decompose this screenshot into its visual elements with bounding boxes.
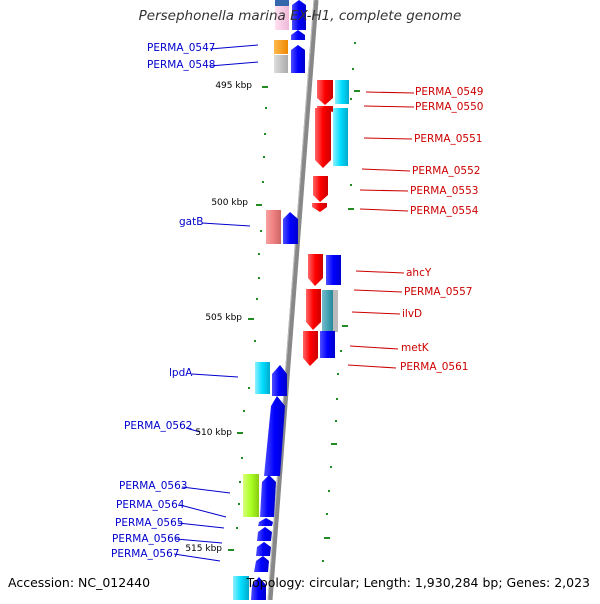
gene-perma-0551-arrow bbox=[315, 108, 331, 168]
genome-summary-text: Topology: circular; Length: 1,930,284 bp… bbox=[246, 575, 590, 590]
gene-perma-0551-box bbox=[333, 108, 348, 166]
gc-ticks bbox=[228, 42, 360, 562]
gene-ahcy-arrow bbox=[308, 254, 323, 286]
gene-bottom-box bbox=[233, 576, 249, 600]
gene-label-perma-0564[interactable]: PERMA_0564 bbox=[116, 499, 185, 511]
gene-perma-0566-arrow bbox=[256, 542, 271, 556]
kbp-tick-label: 505 kbp bbox=[205, 313, 242, 323]
kbp-tick-label: 515 kbp bbox=[185, 544, 222, 554]
gene-label-perma-0549[interactable]: PERMA_0549 bbox=[415, 86, 484, 98]
gene-label-perma-0550[interactable]: PERMA_0550 bbox=[415, 101, 484, 113]
gene-perma-0547-box bbox=[274, 40, 288, 54]
genome-backbone bbox=[267, 0, 319, 601]
gene-label-perma-0557[interactable]: PERMA_0557 bbox=[404, 286, 473, 298]
gene-perma-0553-arrow bbox=[313, 176, 328, 202]
gene-label-perma-0553[interactable]: PERMA_0553 bbox=[410, 185, 479, 197]
gene-label-lpda[interactable]: lpdA bbox=[169, 367, 193, 379]
gene-label-perma-0562[interactable]: PERMA_0562 bbox=[124, 420, 193, 432]
gene-perma-0548-box bbox=[274, 55, 288, 73]
gene-label-perma-0565[interactable]: PERMA_0565 bbox=[115, 517, 184, 529]
gene-ahcy-box bbox=[326, 255, 341, 285]
gene-label-perma-0554[interactable]: PERMA_0554 bbox=[410, 205, 479, 217]
forward-strand-genes bbox=[233, 0, 306, 600]
gene-gatb-box bbox=[266, 210, 281, 244]
gene-perma-0567-arrow bbox=[254, 556, 269, 572]
gene-top-arrow bbox=[292, 0, 306, 30]
gene-perma-0563-box bbox=[243, 474, 259, 517]
gene-label-ilvd[interactable]: ilvD bbox=[402, 308, 423, 320]
gene-metk-arrow bbox=[303, 331, 318, 366]
gene-top-box bbox=[275, 0, 289, 30]
gene-bottom-arrow bbox=[251, 577, 266, 600]
gene-label-perma-0567[interactable]: PERMA_0567 bbox=[111, 548, 180, 560]
gene-lpda-box bbox=[255, 362, 270, 394]
accession-text: Accession: NC_012440 bbox=[8, 575, 151, 590]
genome-title: Persephonella marina EX-H1, complete gen… bbox=[138, 8, 462, 24]
gene-label-perma-0548[interactable]: PERMA_0548 bbox=[147, 59, 216, 71]
gene-label-perma-0563[interactable]: PERMA_0563 bbox=[119, 480, 188, 492]
gene-label-perma-0547[interactable]: PERMA_0547 bbox=[147, 42, 216, 54]
kbp-tick-label: 495 kbp bbox=[215, 81, 252, 91]
gene-label-perma-0552[interactable]: PERMA_0552 bbox=[412, 165, 481, 177]
gene-lpda-arrow bbox=[272, 365, 287, 396]
gene-perma-0564-arrow bbox=[258, 518, 273, 526]
gene-metk-box bbox=[320, 331, 335, 358]
gene-perma-0548-arrow bbox=[291, 45, 305, 73]
gene-label-perma-0561[interactable]: PERMA_0561 bbox=[400, 361, 469, 373]
gene-label-perma-0566[interactable]: PERMA_0566 bbox=[112, 533, 181, 545]
gene-perma-0563-arrow bbox=[260, 475, 276, 517]
gene-label-gatb[interactable]: gatB bbox=[179, 216, 204, 228]
reverse-strand-genes bbox=[303, 80, 349, 366]
gene-perma-0549-arrow bbox=[317, 80, 333, 105]
gene-perma-0554-arrow bbox=[312, 203, 327, 212]
gene-label-perma-0551[interactable]: PERMA_0551 bbox=[414, 133, 483, 145]
gene-perma-0557-arrow bbox=[306, 289, 321, 330]
leader-lines-left bbox=[173, 44, 259, 562]
kbp-tick-label: 500 kbp bbox=[211, 198, 248, 208]
gene-perma-0562-arrow bbox=[264, 396, 285, 476]
gene-perma-0547-arrow bbox=[291, 30, 305, 40]
kbp-tick-label: 510 kbp bbox=[195, 428, 232, 438]
gene-perma-0565-arrow bbox=[257, 527, 272, 541]
gene-label-ahcy[interactable]: ahcY bbox=[406, 267, 432, 279]
gene-label-metk[interactable]: metK bbox=[401, 342, 429, 354]
gene-perma-0549-box bbox=[335, 80, 349, 104]
leader-lines-right bbox=[347, 91, 415, 369]
gene-gatb-arrow bbox=[283, 212, 298, 244]
